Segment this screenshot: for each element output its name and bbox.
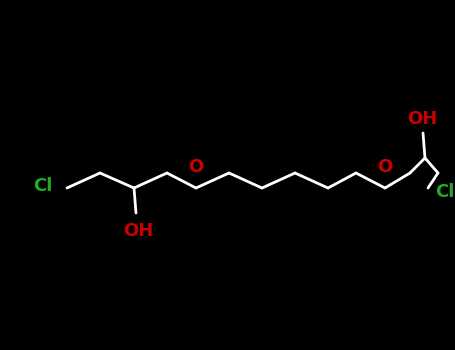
Text: Cl: Cl [33, 177, 52, 195]
Text: Cl: Cl [435, 183, 455, 201]
Text: O: O [188, 158, 204, 176]
Text: OH: OH [123, 222, 153, 240]
Text: O: O [377, 158, 393, 176]
Text: OH: OH [407, 110, 437, 128]
